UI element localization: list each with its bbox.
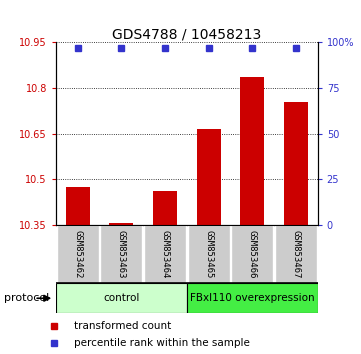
Text: GSM853466: GSM853466: [248, 230, 257, 278]
Bar: [144, 225, 186, 282]
Bar: [197, 129, 221, 225]
Bar: [188, 225, 230, 282]
Bar: [57, 225, 99, 282]
Text: GSM853465: GSM853465: [204, 230, 213, 278]
Bar: [66, 187, 90, 225]
Text: GSM853462: GSM853462: [73, 230, 82, 278]
Bar: [153, 191, 177, 225]
Bar: [284, 102, 308, 225]
Bar: [275, 225, 317, 282]
Text: transformed count: transformed count: [74, 321, 171, 331]
Bar: [56, 283, 187, 313]
Text: percentile rank within the sample: percentile rank within the sample: [74, 338, 249, 348]
Bar: [187, 283, 318, 313]
Title: GDS4788 / 10458213: GDS4788 / 10458213: [112, 27, 261, 41]
Bar: [109, 223, 133, 225]
Text: protocol: protocol: [4, 293, 49, 303]
Text: GSM853467: GSM853467: [291, 230, 300, 278]
Text: FBxl110 overexpression: FBxl110 overexpression: [190, 293, 314, 303]
Bar: [100, 225, 142, 282]
Text: control: control: [103, 293, 140, 303]
Bar: [231, 225, 273, 282]
Text: GSM853463: GSM853463: [117, 230, 126, 278]
Text: GSM853464: GSM853464: [161, 230, 170, 278]
Bar: [240, 78, 264, 225]
